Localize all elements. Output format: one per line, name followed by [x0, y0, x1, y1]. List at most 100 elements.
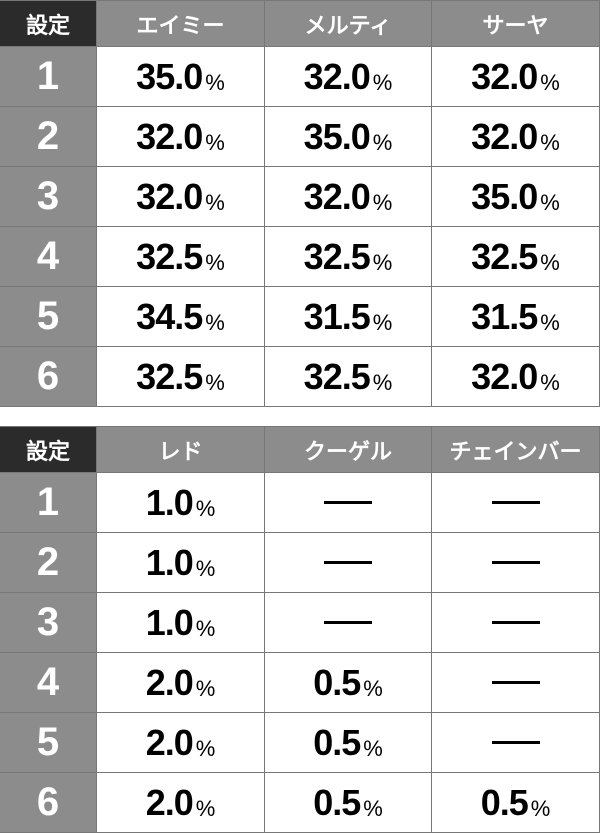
- setting-cell: 4: [0, 227, 97, 287]
- header-label: 設定: [25, 12, 70, 38]
- percent-unit: %: [540, 309, 560, 335]
- empty-dash: [324, 621, 372, 624]
- percent-unit: %: [195, 555, 216, 581]
- setting-number: 2: [36, 114, 60, 158]
- rate-value: 32.0: [136, 115, 203, 157]
- percent-unit: %: [195, 735, 216, 761]
- value-cell: [432, 533, 600, 593]
- rate-value: 2.0: [145, 721, 194, 763]
- value-cell: 0.5%: [265, 653, 432, 713]
- rate-value: 35.0: [303, 115, 371, 157]
- value-cell: 2.0%: [97, 713, 265, 773]
- setting-number: 5: [36, 720, 60, 764]
- setting-number: 3: [36, 600, 60, 644]
- value-cell: 32.5%: [265, 347, 432, 407]
- empty-dash: [491, 621, 540, 624]
- rate-value: 32.5: [303, 235, 371, 277]
- value-cell: 0.5%: [265, 773, 432, 833]
- rate-value: 32.5: [136, 355, 203, 397]
- value-cell: 31.5%: [432, 287, 600, 347]
- table-enemy-rates: 設定 レド クーゲル チェインバー 1 1.0% 2 1.0% 3 1.0% 4 2.0% 0.5% 5 2…: [0, 426, 600, 833]
- value-cell: 2.0%: [97, 653, 265, 713]
- setting-number: 6: [36, 354, 60, 398]
- rate-value: 32.0: [471, 55, 538, 97]
- rate-value: 32.0: [136, 175, 203, 217]
- setting-cell: 3: [0, 593, 97, 653]
- value-cell: 35.0%: [265, 107, 432, 167]
- empty-dash: [324, 501, 372, 504]
- rate-value: 0.5: [313, 781, 361, 823]
- setting-cell: 2: [0, 107, 97, 167]
- rate-value: 31.5: [471, 295, 538, 337]
- value-cell: 1.0%: [97, 533, 265, 593]
- value-cell: 35.0%: [97, 47, 265, 107]
- rate-value: 1.0: [145, 481, 194, 523]
- column-header: チェインバー: [432, 427, 600, 473]
- value-cell: 32.0%: [432, 47, 600, 107]
- value-cell: 1.0%: [97, 593, 265, 653]
- percent-unit: %: [372, 189, 393, 215]
- value-cell: [265, 593, 432, 653]
- value-cell: [432, 653, 600, 713]
- empty-dash: [324, 561, 372, 564]
- setting-number: 3: [36, 174, 60, 218]
- rate-value: 32.0: [471, 355, 538, 397]
- percent-unit: %: [205, 369, 225, 395]
- setting-number: 6: [36, 780, 60, 824]
- percent-unit: %: [372, 129, 393, 155]
- header-label: サーヤ: [482, 12, 549, 38]
- value-cell: 32.0%: [432, 347, 600, 407]
- value-cell: [265, 533, 432, 593]
- column-header: エイミー: [97, 1, 265, 47]
- value-cell: 32.0%: [265, 47, 432, 107]
- header-label: レド: [158, 438, 203, 464]
- header-label: メルティ: [304, 12, 392, 38]
- header-label: チェインバー: [449, 438, 582, 464]
- setting-number: 4: [36, 234, 60, 278]
- percent-unit: %: [363, 795, 383, 821]
- header-label: クーゲル: [303, 438, 392, 464]
- value-cell: 32.0%: [97, 167, 265, 227]
- rate-value: 32.5: [471, 235, 538, 277]
- setting-cell: 2: [0, 533, 97, 593]
- rate-value: 32.0: [471, 115, 538, 157]
- setting-cell: 1: [0, 47, 97, 107]
- rate-value: 32.0: [303, 55, 371, 97]
- setting-header: 設定: [0, 427, 97, 473]
- percent-unit: %: [195, 675, 216, 701]
- setting-cell: 1: [0, 473, 97, 533]
- setting-cell: 3: [0, 167, 97, 227]
- empty-dash: [491, 741, 540, 744]
- percent-unit: %: [363, 675, 383, 701]
- value-cell: [432, 713, 600, 773]
- setting-number: 2: [36, 540, 60, 584]
- value-cell: 34.5%: [97, 287, 265, 347]
- empty-dash: [491, 561, 540, 564]
- value-cell: [432, 593, 600, 653]
- percent-unit: %: [205, 69, 225, 95]
- percent-unit: %: [540, 369, 560, 395]
- column-header: レド: [97, 427, 265, 473]
- percent-unit: %: [372, 69, 393, 95]
- empty-dash: [491, 681, 540, 684]
- setting-cell: 6: [0, 347, 97, 407]
- percent-unit: %: [540, 189, 560, 215]
- rate-value: 2.0: [145, 781, 194, 823]
- column-header: メルティ: [265, 1, 432, 47]
- percent-unit: %: [540, 249, 560, 275]
- rate-value: 0.5: [313, 661, 361, 703]
- setting-number: 1: [36, 480, 60, 524]
- setting-cell: 5: [0, 287, 97, 347]
- value-cell: 32.5%: [97, 227, 265, 287]
- column-header: クーゲル: [265, 427, 432, 473]
- setting-cell: 6: [0, 773, 97, 833]
- empty-dash: [491, 501, 540, 504]
- percent-unit: %: [205, 129, 225, 155]
- header-label: エイミー: [136, 12, 225, 38]
- rate-value: 0.5: [480, 781, 529, 823]
- value-cell: 0.5%: [265, 713, 432, 773]
- value-cell: 32.5%: [97, 347, 265, 407]
- rate-value: 31.5: [303, 295, 371, 337]
- rate-value: 0.5: [313, 721, 361, 763]
- value-cell: 32.0%: [97, 107, 265, 167]
